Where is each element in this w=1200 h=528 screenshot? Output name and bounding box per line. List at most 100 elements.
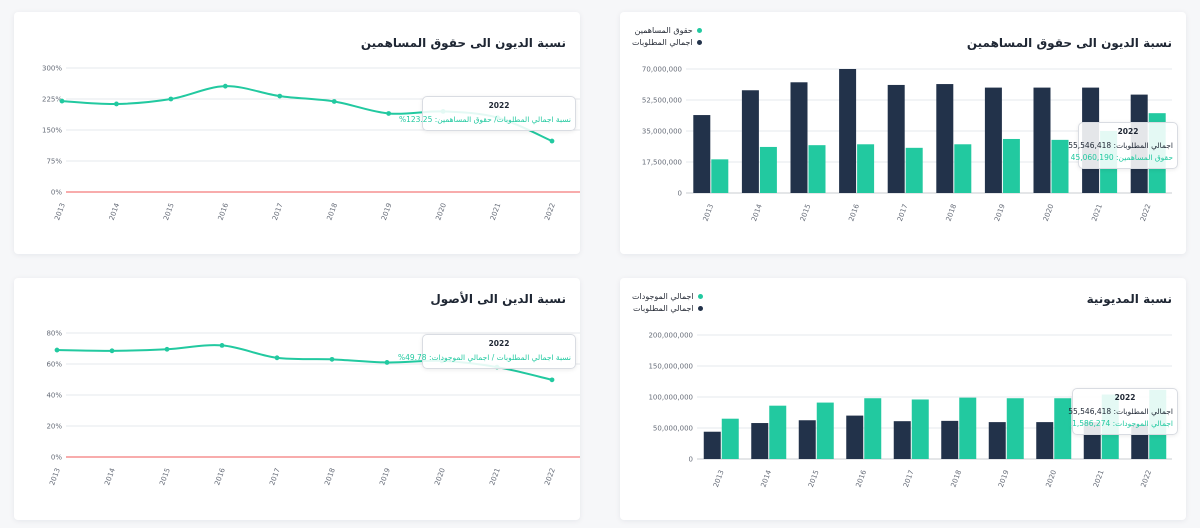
tooltip-year: 2022	[488, 101, 510, 110]
bar-assets	[721, 418, 739, 459]
x-tick-label: 2022	[543, 467, 557, 486]
chart-title: نسبة الدين الى الأصول	[430, 292, 566, 306]
x-tick-label: 2019	[993, 203, 1007, 222]
line-chart-debt-to-equity[interactable]: 0% 75% 150% 225% 300% 2013 2014 2015 2016 2017 201…	[14, 12, 580, 254]
y-tick-label: 150%	[42, 127, 62, 135]
bar-assets	[769, 405, 787, 459]
bar-equity	[1002, 138, 1020, 193]
bar-equity	[1051, 139, 1069, 193]
bar-liabilities	[741, 90, 759, 193]
x-tick-label: 2015	[162, 202, 176, 221]
data-point	[54, 347, 60, 353]
bar-liabilities	[984, 87, 1002, 193]
legend-label: اجمالي الموجودات	[632, 291, 694, 301]
tooltip-assets: اجمالي الموجودات: 111,586,274	[1062, 419, 1173, 428]
y-tick-label: 17,500,000	[642, 159, 682, 167]
y-tick-label: 200,000,000	[648, 332, 693, 340]
legend-item-liabilities[interactable]: اجمالي المطلوبات	[632, 36, 702, 48]
tooltip-equity: حقوق المساهمين: 45,060,190	[1070, 153, 1173, 162]
bar-liabilities	[1033, 87, 1051, 193]
y-tick-label: 35,000,000	[642, 128, 682, 136]
chart-title: نسبة المديونية	[1086, 292, 1172, 306]
x-tick-label: 2022	[1140, 469, 1154, 488]
data-point	[277, 93, 283, 99]
x-tick-label: 2022	[543, 202, 557, 221]
chart-tooltip: 2022 اجمالي المطلوبات: 55,546,418 حقوق ا…	[1068, 122, 1178, 169]
x-tick-label: 2020	[434, 202, 448, 221]
x-tick-label: 2015	[807, 469, 821, 488]
bar-liabilities	[751, 423, 769, 459]
data-point	[274, 355, 280, 361]
data-point	[168, 96, 174, 102]
y-tick-label: 225%	[42, 96, 62, 104]
y-tick-label: 40%	[46, 392, 62, 400]
x-tick-label: 2019	[997, 469, 1011, 488]
data-point	[549, 138, 555, 144]
legend-item-equity[interactable]: حقوق المساهمين	[632, 24, 702, 36]
tooltip-value: نسبة اجمالي المطلوبات / اجمالي الموجودات…	[397, 353, 571, 362]
x-tick-label: 2014	[103, 466, 117, 486]
chart-tooltip: 2022 اجمالي المطلوبات: 55,546,418 اجمالي…	[1062, 388, 1178, 435]
y-tick-label: 60%	[46, 361, 62, 369]
data-point	[222, 83, 228, 89]
legend-item-assets[interactable]: اجمالي الموجودات	[632, 290, 703, 302]
chart-legend: اجمالي الموجودات اجمالي المطلوبات	[632, 290, 703, 314]
tooltip-liabilities: اجمالي المطلوبات: 55,546,418	[1068, 141, 1173, 150]
y-tick-label: 0	[678, 190, 682, 198]
data-point	[59, 98, 65, 104]
bar-liabilities	[703, 431, 721, 459]
x-tick-label: 2014	[760, 468, 774, 488]
x-tick-label: 2016	[213, 466, 227, 486]
chart-title: نسبة الديون الى حقوق المساهمين	[966, 36, 1172, 50]
x-tick-label: 2013	[712, 469, 726, 488]
data-point	[219, 343, 225, 348]
bar-liabilities	[936, 84, 954, 193]
tooltip-year: 2022	[488, 339, 510, 348]
line-chart-debt-to-assets[interactable]: 0% 20% 40% 60% 80% 2013 2014 2015 2016 2017 2018 20…	[14, 278, 580, 520]
y-tick-label: 20%	[46, 423, 62, 431]
bar-liabilities	[846, 415, 864, 459]
x-tick-label: 2017	[902, 469, 916, 488]
data-point	[549, 377, 555, 383]
y-tick-label: 100,000,000	[648, 394, 693, 402]
bar-liabilities	[1036, 422, 1054, 459]
bar-equity	[808, 145, 826, 193]
tooltip-year: 2022	[1114, 393, 1136, 402]
x-tick-label: 2016	[847, 202, 861, 222]
legend-label: اجمالي المطلوبات	[633, 303, 694, 313]
x-tick-label: 2017	[896, 203, 910, 222]
bar-assets	[1006, 398, 1024, 459]
bar-liabilities	[790, 82, 808, 193]
bar-liabilities	[941, 420, 959, 459]
chart-title: نسبة الديون الى حقوق المساهمين	[360, 36, 566, 50]
data-point	[329, 356, 335, 362]
legend-dot	[696, 27, 702, 33]
legend-dot	[697, 293, 703, 299]
x-tick-label: 2021	[489, 202, 503, 221]
x-tick-label: 2016	[855, 468, 869, 488]
tooltip-year: 2022	[1117, 127, 1139, 136]
bar-liabilities	[887, 84, 905, 193]
legend-item-liabilities[interactable]: اجمالي المطلوبات	[632, 302, 703, 314]
x-tick-label: 2019	[378, 467, 392, 486]
bar-assets	[1054, 398, 1072, 459]
bar-assets	[816, 402, 834, 459]
tooltip-value: نسبة اجمالي المطلوبات/ حقوق المساهمين: 1…	[398, 115, 571, 124]
x-tick-label: 2020	[1042, 203, 1056, 222]
x-tick-label: 2014	[750, 202, 764, 222]
bar-liabilities	[798, 420, 816, 459]
x-tick-label: 2013	[702, 203, 716, 222]
data-point	[114, 101, 119, 107]
y-tick-label: 0%	[51, 454, 62, 462]
chart-card-debt-equity-line: نسبة الديون الى حقوق المساهمين 0% 75% 150%…	[14, 12, 580, 254]
x-tick-label: 2020	[1045, 469, 1059, 488]
bar-chart-liabilities-equity[interactable]: 0 17,500,000 35,000,000 52,500,000 70,000,00…	[620, 12, 1186, 254]
bar-liabilities	[693, 115, 711, 193]
x-tick-label: 2018	[323, 467, 337, 486]
x-tick-label: 2018	[950, 469, 964, 488]
bar-equity	[954, 144, 972, 193]
bar-equity	[759, 146, 777, 193]
y-tick-label: 0%	[51, 189, 62, 197]
bar-liabilities	[988, 422, 1006, 459]
y-tick-label: 80%	[46, 330, 62, 338]
